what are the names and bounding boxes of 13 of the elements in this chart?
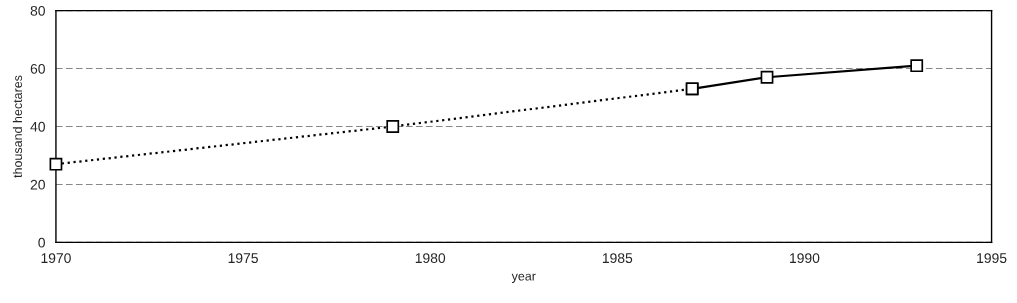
y-axis-title: thousand hectares [12, 75, 23, 178]
x-tick-label: 1990 [790, 253, 820, 264]
x-tick-label: 1975 [228, 253, 258, 264]
x-tick-label: 1985 [602, 253, 633, 264]
y-tick-label: 60 [30, 63, 45, 74]
x-tick-label: 1970 [41, 253, 71, 264]
y-tick-label: 20 [30, 179, 45, 190]
y-tick-label: 0 [38, 237, 45, 248]
x-axis-title: year [511, 273, 536, 283]
x-tick-label: 1980 [415, 253, 446, 264]
y-tick-label: 80 [30, 5, 45, 16]
x-tick-label: 1995 [977, 253, 1007, 264]
y-tick-label: 40 [30, 121, 45, 132]
